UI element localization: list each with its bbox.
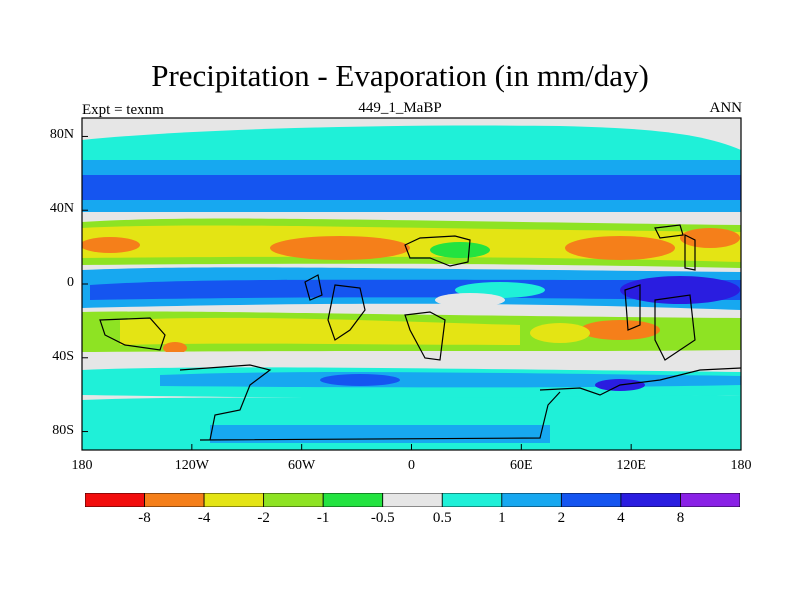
- y-tick-label: 80N: [49, 127, 74, 143]
- colorbar-label: -1: [316, 510, 330, 526]
- season-label: ANN: [709, 100, 743, 116]
- colorbar: [85, 493, 740, 507]
- colorbar-label: 4: [617, 510, 625, 526]
- colorbar-swatch: [560, 493, 622, 507]
- x-tick-label: 180: [730, 458, 752, 473]
- experiment-label: Expt = texnm: [82, 102, 164, 118]
- colorbar-label: 8: [676, 510, 685, 526]
- colorbar-label: 1: [498, 510, 506, 526]
- colorbar-swatch: [441, 493, 503, 507]
- plot-title: Precipitation - Evaporation (in mm/day): [151, 58, 649, 93]
- y-tick-label: 80S: [52, 422, 74, 438]
- colorbar-label: -4: [197, 510, 211, 526]
- colorbar-label: -2: [257, 510, 270, 526]
- x-tick-label: 60E: [510, 458, 533, 473]
- x-tick-label: 120E: [616, 458, 646, 473]
- x-tick-label: 120W: [174, 458, 209, 473]
- coastlines: [99, 224, 741, 441]
- plot-subtitle: 449_1_MaBP: [358, 100, 442, 116]
- colorbar-swatch: [263, 493, 324, 507]
- x-tick-label: 60W: [288, 458, 316, 473]
- colorbar-label: -8: [138, 510, 151, 526]
- colorbar-swatch: [620, 493, 681, 507]
- colorbar-swatch: [322, 493, 384, 507]
- colorbar-label: 0.5: [432, 510, 452, 526]
- y-tick-label: 0: [67, 275, 74, 290]
- colorbar-swatch: [501, 493, 562, 507]
- y-tick-label: 40N: [49, 201, 74, 217]
- colorbar-swatch: [382, 493, 443, 507]
- colorbar-label: -0.5: [370, 510, 395, 526]
- x-tick-label: 0: [408, 458, 415, 473]
- colorbar-swatch: [144, 493, 205, 507]
- map-field: [82, 118, 741, 450]
- colorbar-swatch: [203, 493, 265, 507]
- colorbar-label: 2: [557, 510, 566, 526]
- x-tick-label: 180: [71, 458, 93, 473]
- colorbar-swatch: [85, 493, 145, 507]
- y-tick-label: 40S: [52, 348, 74, 364]
- colorbar-swatch: [680, 493, 740, 507]
